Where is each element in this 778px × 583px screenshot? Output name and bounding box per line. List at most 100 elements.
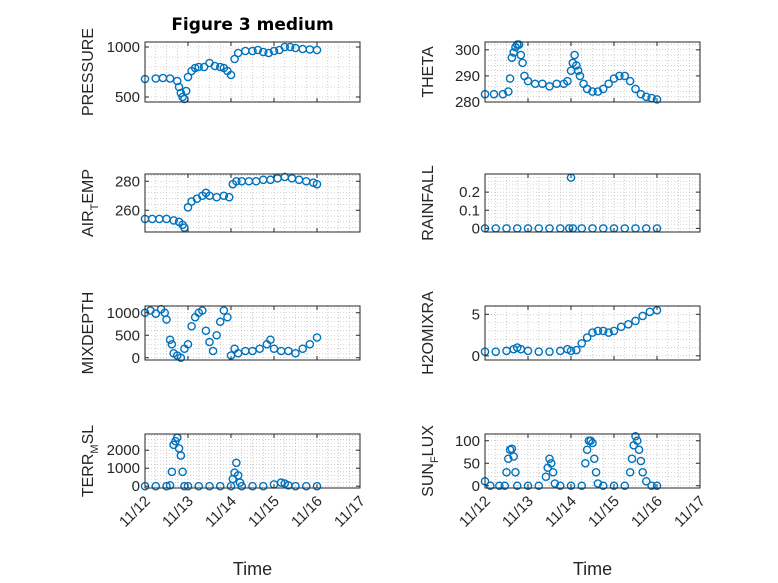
data-point (198, 306, 207, 315)
data-point (647, 481, 656, 491)
y-tick-label: 5 (472, 306, 480, 323)
data-point (534, 347, 544, 356)
x-tick-label: 11/16 (628, 493, 666, 531)
data-point (631, 84, 640, 94)
data-point (572, 61, 581, 70)
data-point (298, 344, 307, 354)
data-point (502, 467, 511, 477)
data-point (505, 74, 515, 83)
data-point (573, 66, 583, 75)
y-tick-label: 0.2 (459, 184, 480, 201)
axes-box (144, 173, 361, 233)
y-axis-label: AIRTEMP (80, 169, 101, 237)
y-axis-label: MIXDEPTH (80, 292, 97, 375)
axes-box (144, 433, 361, 489)
data-point (181, 86, 191, 96)
data-point (280, 42, 290, 52)
subplot-8: 0 50 100 11/12 11/13 11/14 11/15 11/16 11/17 SUNF… (420, 425, 709, 579)
data-point (523, 76, 533, 86)
y-tick-label: 0 (132, 478, 140, 495)
data-point (248, 481, 257, 491)
y-tick-label: 0 (132, 350, 140, 367)
data-point (183, 339, 193, 349)
data-point (538, 79, 547, 89)
data-point (507, 53, 517, 62)
data-point (205, 481, 214, 491)
data-point (219, 306, 229, 315)
data-point (638, 311, 647, 321)
data-point (176, 88, 186, 98)
data-point (183, 72, 193, 82)
data-point (511, 467, 520, 477)
data-point (291, 348, 300, 358)
axes-box (144, 41, 361, 103)
data-point (604, 328, 613, 337)
data-point (258, 481, 268, 491)
data-point (266, 335, 275, 345)
data-point (609, 326, 619, 336)
x-axis-label: Time (573, 559, 612, 579)
data-point (593, 479, 603, 488)
data-point (570, 50, 579, 60)
data-point (205, 337, 214, 347)
data-point (641, 476, 651, 486)
subplot-1: 500 1000 PRESSURE Figure 3 medium (80, 15, 361, 116)
data-point (215, 317, 225, 327)
data-point (588, 438, 597, 448)
data-point (503, 454, 513, 464)
x-tick-label: 11/17 (331, 493, 369, 531)
data-point (593, 326, 603, 336)
data-point (190, 63, 200, 73)
axes-box (144, 305, 361, 361)
data-point (625, 467, 635, 477)
data-point (577, 339, 587, 348)
data-point (582, 445, 592, 455)
data-point (652, 95, 662, 104)
data-point (169, 216, 178, 225)
data-point (509, 48, 518, 57)
data-point (291, 481, 300, 491)
data-point (183, 481, 193, 491)
y-tick-label: 1000 (107, 39, 140, 56)
y-axis-label: THETA (420, 46, 437, 98)
data-point (523, 481, 533, 491)
data-point (312, 45, 322, 55)
y-tick-label: 280 (455, 94, 480, 111)
data-point (264, 48, 273, 58)
x-tick-label: 11/15 (245, 493, 283, 531)
data-point (223, 312, 232, 322)
data-point (301, 481, 311, 491)
data-point (176, 451, 186, 460)
data-point (589, 454, 599, 464)
data-point (165, 335, 175, 345)
data-point (162, 481, 171, 491)
subplot-3: 260 280 AIRTEMP (80, 169, 361, 237)
data-point (586, 436, 596, 446)
data-point (548, 467, 558, 477)
data-point (212, 330, 221, 340)
y-tick-label: 290 (455, 68, 480, 85)
data-point (178, 467, 187, 477)
data-point (269, 46, 279, 56)
data-point (518, 58, 527, 68)
data-point (162, 315, 171, 324)
y-tick-label: 500 (115, 327, 140, 344)
x-axis-label: Time (233, 559, 272, 579)
data-point (230, 54, 239, 64)
y-tick-label: 300 (455, 42, 480, 59)
data-point (534, 481, 544, 491)
data-point (215, 62, 225, 72)
y-axis-label: PRESSURE (80, 28, 97, 116)
data-point (187, 321, 196, 331)
axes-box (484, 41, 701, 103)
data-point (581, 458, 590, 468)
data-point (598, 481, 608, 491)
data-point (180, 223, 189, 232)
y-tick-label: 1000 (107, 305, 140, 322)
data-point (194, 62, 204, 72)
data-point (631, 431, 640, 441)
y-axis-label: SUNFLUX (420, 425, 441, 497)
data-point (312, 179, 322, 189)
data-point (624, 319, 633, 329)
